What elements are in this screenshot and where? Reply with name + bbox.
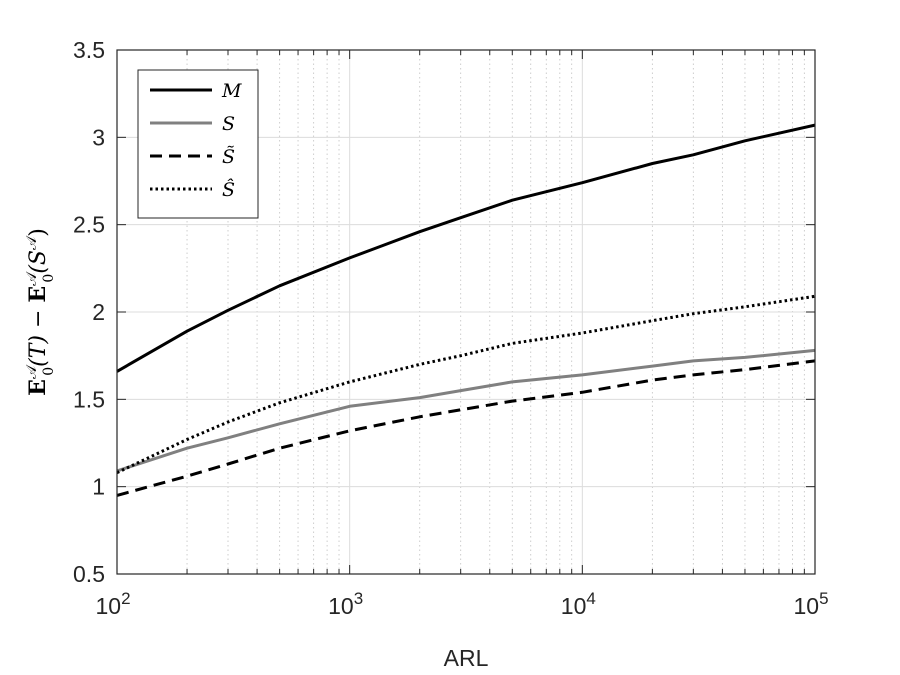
legend-label: S̃ — [222, 146, 235, 168]
y-tick-label: 3 — [92, 124, 105, 150]
series-line — [116, 123, 816, 373]
series-line — [116, 348, 816, 473]
y-title-part: (T) — [26, 335, 51, 367]
x-axis-title: ARL — [444, 645, 489, 671]
y-tick-label: 3.5 — [73, 37, 105, 63]
y-title-part: 0 — [41, 367, 57, 376]
y-axis-title: E𝒜0(T) − E𝒜0(S𝒜) — [24, 228, 57, 396]
series-layer — [116, 123, 816, 497]
y-title-part: 𝒜 — [24, 271, 40, 286]
series-line — [116, 294, 816, 475]
legend-box — [137, 69, 259, 219]
y-tick-label: 2.5 — [73, 212, 105, 238]
y-title-part: 𝒜 — [24, 364, 40, 379]
x-tick-label: 105 — [793, 589, 828, 619]
legend-label: Ŝ — [222, 178, 235, 201]
y-title-part: − — [26, 303, 51, 335]
y-tick-label: 0.5 — [73, 561, 105, 587]
y-tick-labels: 0.5 1 1.5 2 2.5 3 3.5 — [73, 37, 105, 587]
y-title-part: E — [25, 286, 51, 303]
legend-label: M — [221, 80, 242, 102]
y-title-part: E — [25, 379, 51, 396]
y-tick-label: 2 — [92, 299, 105, 325]
x-tick-label: 102 — [95, 589, 130, 619]
y-title-part: ) — [26, 228, 51, 237]
legend-label: S — [222, 113, 235, 135]
y-title-part: 𝒜 — [24, 235, 40, 250]
series-line — [116, 359, 816, 497]
x-tick-label: 104 — [561, 589, 596, 619]
x-tick-labels: 102 103 104 105 — [95, 589, 828, 619]
legend: MS S̃ Ŝ — [137, 69, 259, 219]
y-tick-label: 1 — [92, 474, 105, 500]
ticks-layer — [116, 49, 816, 575]
x-tick-label: 103 — [328, 589, 363, 619]
y-title-part: 0 — [41, 274, 57, 283]
y-title-part: (S — [26, 250, 51, 274]
y-tick-label: 1.5 — [73, 386, 105, 412]
